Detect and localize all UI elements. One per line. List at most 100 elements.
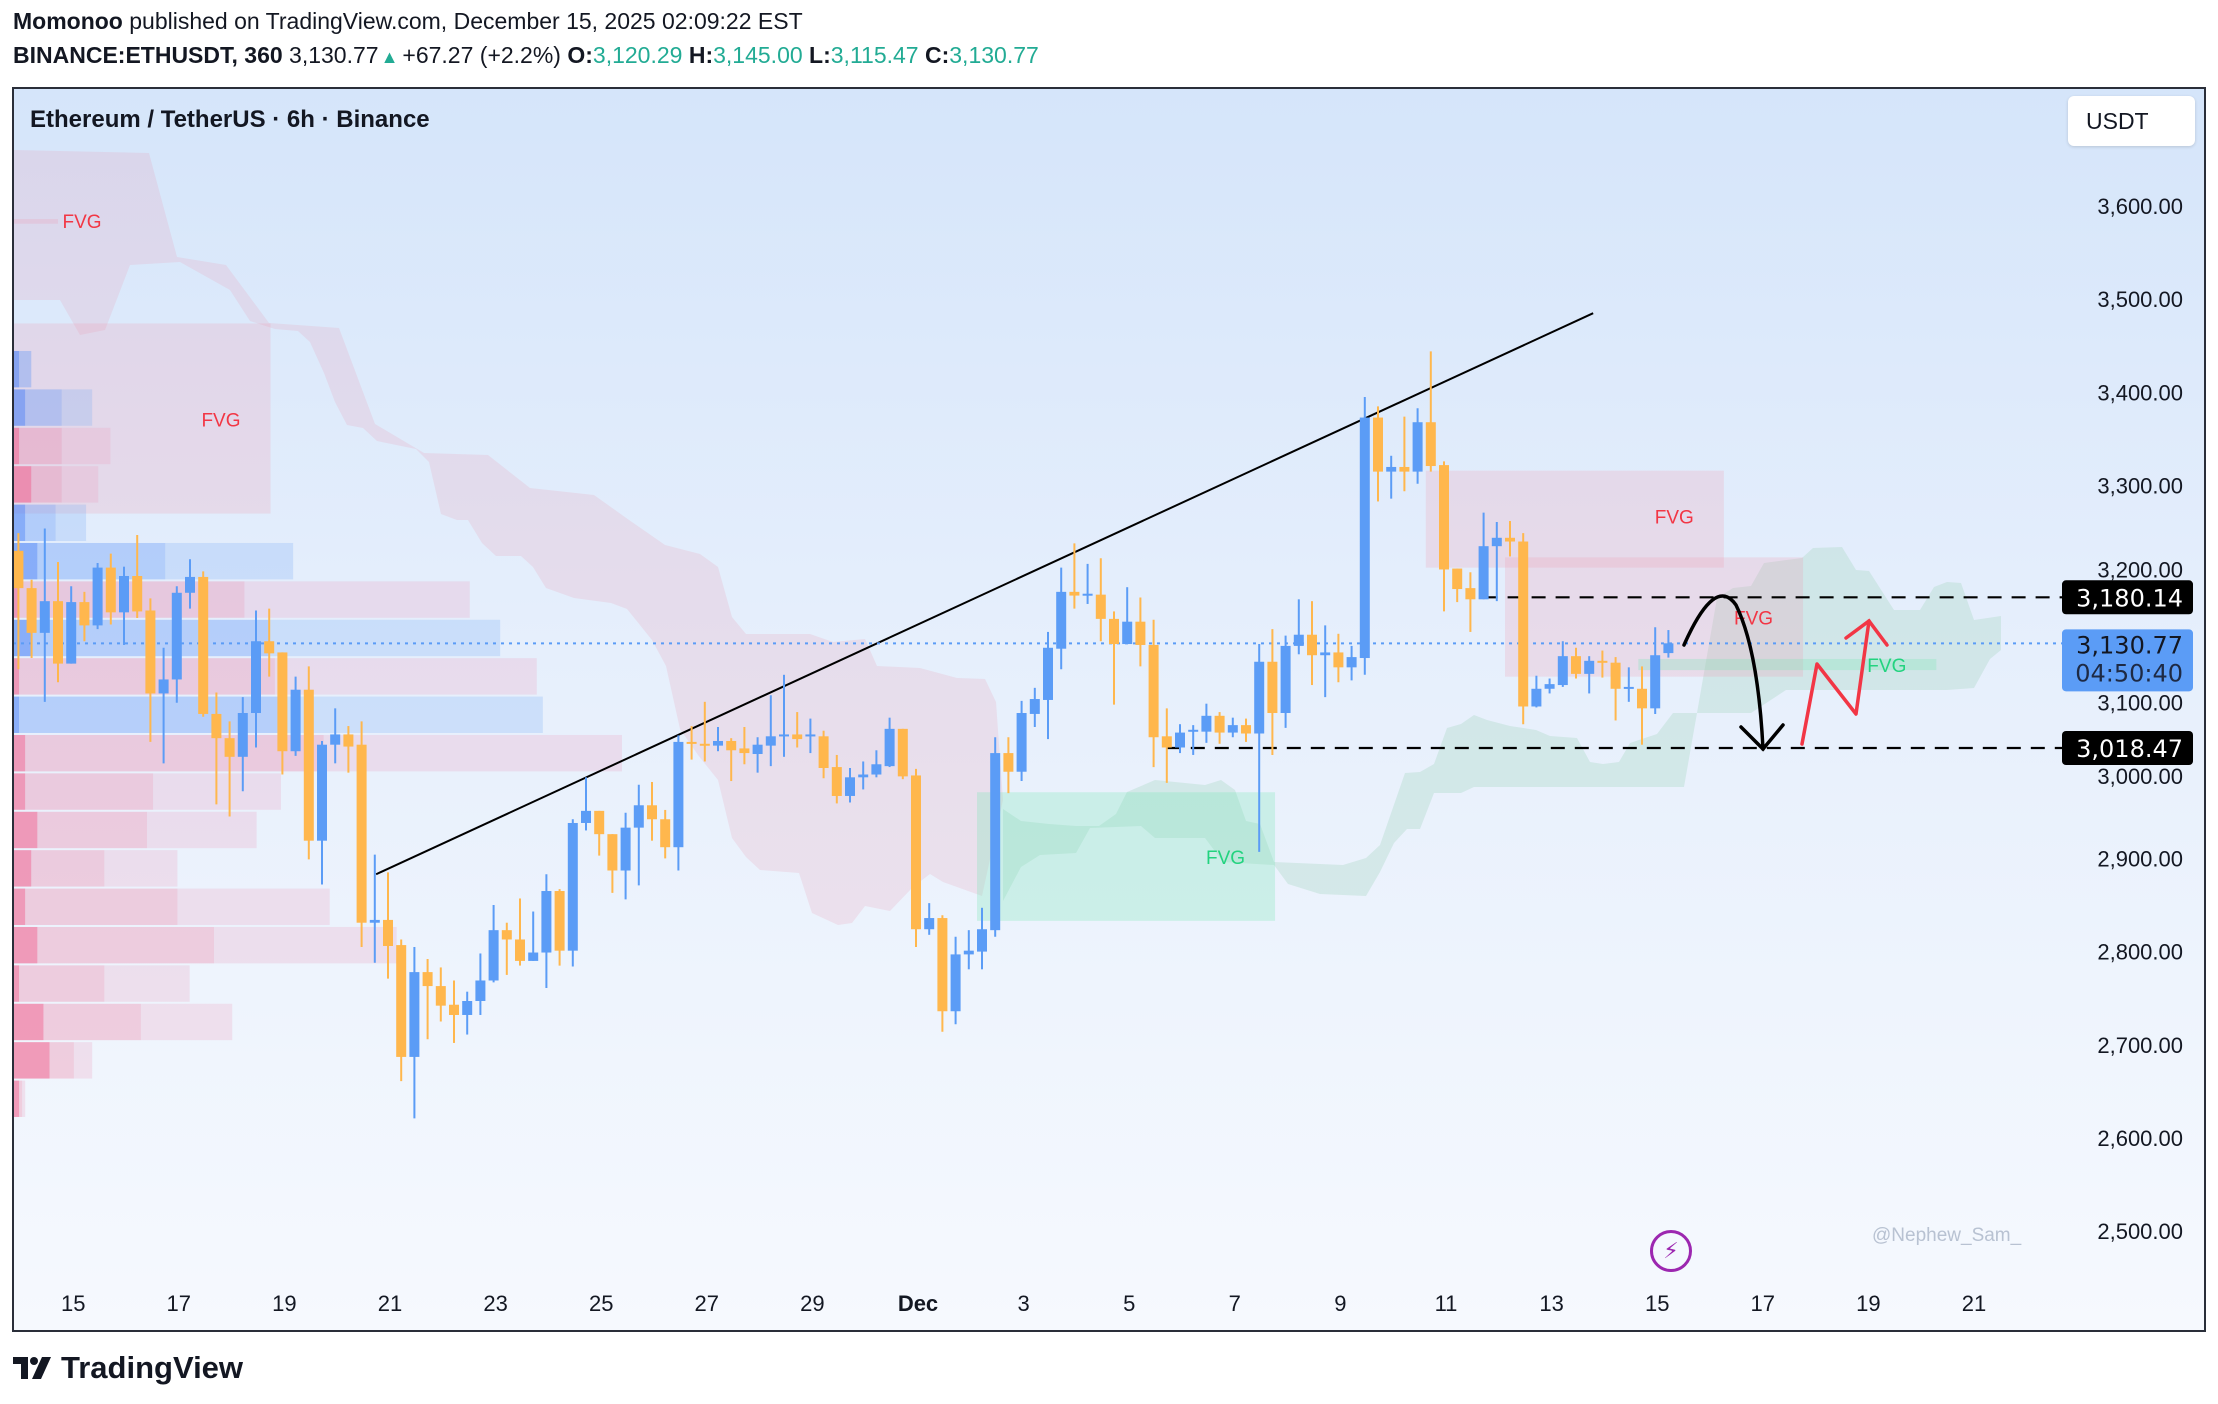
candle[interactable] bbox=[158, 647, 169, 764]
candle[interactable] bbox=[26, 579, 37, 659]
candle[interactable] bbox=[132, 534, 143, 618]
candle[interactable] bbox=[1016, 700, 1027, 782]
candle[interactable] bbox=[554, 889, 565, 966]
candle[interactable] bbox=[1109, 611, 1119, 705]
fvg-zone-bearish[interactable] bbox=[1425, 470, 1724, 568]
candle[interactable] bbox=[66, 586, 77, 664]
candle[interactable] bbox=[1148, 619, 1159, 768]
candle[interactable] bbox=[1043, 631, 1053, 740]
lightning-icon[interactable]: ⚡ bbox=[1650, 1230, 1692, 1272]
candle[interactable] bbox=[264, 608, 275, 677]
candle[interactable] bbox=[792, 712, 803, 748]
candle[interactable] bbox=[449, 980, 459, 1043]
candle[interactable] bbox=[686, 726, 697, 760]
candle[interactable] bbox=[171, 586, 182, 703]
candle[interactable] bbox=[1386, 455, 1397, 499]
candle[interactable] bbox=[317, 740, 327, 885]
candle[interactable] bbox=[1135, 597, 1146, 667]
candle[interactable] bbox=[383, 872, 393, 979]
candle[interactable] bbox=[752, 737, 763, 773]
candle[interactable] bbox=[343, 726, 354, 773]
candle[interactable] bbox=[633, 784, 644, 886]
candle[interactable] bbox=[237, 697, 248, 792]
candle[interactable] bbox=[581, 777, 591, 831]
candle[interactable] bbox=[1571, 647, 1581, 679]
candle[interactable] bbox=[119, 566, 129, 645]
projection-zigzag-arrow[interactable] bbox=[1800, 619, 1871, 746]
candle[interactable] bbox=[1412, 408, 1423, 484]
candle[interactable] bbox=[739, 726, 750, 765]
projection-arc-arrow[interactable] bbox=[1682, 594, 1765, 751]
candle[interactable] bbox=[1095, 558, 1106, 642]
candle[interactable] bbox=[145, 598, 156, 742]
candle[interactable] bbox=[1082, 563, 1093, 604]
candle[interactable] bbox=[660, 809, 671, 859]
candle[interactable] bbox=[620, 812, 631, 900]
candle[interactable] bbox=[277, 652, 288, 775]
candle[interactable] bbox=[224, 721, 235, 817]
trendline[interactable] bbox=[375, 312, 1594, 876]
candle[interactable] bbox=[1214, 712, 1225, 744]
candle[interactable] bbox=[1518, 533, 1529, 725]
candle[interactable] bbox=[1637, 666, 1647, 745]
candle[interactable] bbox=[1544, 678, 1555, 694]
candle[interactable] bbox=[185, 559, 195, 609]
tradingview-logo[interactable]: TradingView bbox=[13, 1350, 243, 1386]
candle[interactable] bbox=[884, 717, 895, 768]
candle[interactable] bbox=[594, 810, 605, 856]
candle[interactable] bbox=[1293, 599, 1304, 655]
candle[interactable] bbox=[1029, 687, 1040, 727]
fvg-zone-bullish[interactable] bbox=[1638, 658, 1937, 671]
candle[interactable] bbox=[1122, 587, 1133, 645]
candle[interactable] bbox=[831, 754, 842, 804]
candle[interactable] bbox=[1227, 717, 1238, 738]
fvg-zone-bullish[interactable] bbox=[977, 792, 1276, 921]
candle[interactable] bbox=[462, 991, 473, 1035]
candle[interactable] bbox=[369, 854, 380, 963]
candle[interactable] bbox=[528, 911, 539, 961]
candle[interactable] bbox=[79, 591, 90, 642]
candle[interactable] bbox=[858, 761, 869, 790]
candle[interactable] bbox=[211, 692, 222, 805]
candle[interactable] bbox=[1478, 512, 1489, 600]
candle[interactable] bbox=[515, 898, 525, 966]
candle[interactable] bbox=[198, 571, 209, 717]
candle[interactable] bbox=[963, 930, 974, 970]
candle[interactable] bbox=[501, 922, 512, 975]
candle[interactable] bbox=[950, 936, 961, 1025]
candle[interactable] bbox=[1584, 656, 1595, 694]
candle[interactable] bbox=[1267, 629, 1278, 755]
candle[interactable] bbox=[1056, 567, 1067, 670]
candle[interactable] bbox=[1003, 737, 1014, 794]
candle[interactable] bbox=[726, 738, 737, 782]
candle[interactable] bbox=[53, 562, 63, 683]
candle[interactable] bbox=[1201, 703, 1212, 743]
candle[interactable] bbox=[475, 953, 486, 1015]
candle[interactable] bbox=[1491, 521, 1502, 602]
candle[interactable] bbox=[1320, 625, 1331, 698]
candle[interactable] bbox=[779, 674, 789, 757]
candle[interactable] bbox=[845, 767, 855, 803]
candle[interactable] bbox=[39, 528, 50, 702]
candle[interactable] bbox=[290, 676, 301, 756]
candle[interactable] bbox=[871, 750, 882, 778]
candle[interactable] bbox=[990, 737, 1001, 937]
candle[interactable] bbox=[1663, 630, 1674, 658]
fvg-zone-bearish[interactable] bbox=[13, 323, 271, 514]
candle[interactable] bbox=[1597, 650, 1608, 678]
candle[interactable] bbox=[1373, 406, 1383, 502]
candle[interactable] bbox=[356, 721, 367, 947]
candle[interactable] bbox=[1452, 568, 1463, 603]
candle[interactable] bbox=[1439, 461, 1449, 612]
candle[interactable] bbox=[1069, 543, 1080, 609]
candle[interactable] bbox=[1346, 645, 1357, 681]
candle[interactable] bbox=[911, 768, 921, 947]
candle[interactable] bbox=[1399, 416, 1410, 492]
candle[interactable] bbox=[567, 819, 578, 967]
candle[interactable] bbox=[13, 533, 24, 670]
candle[interactable] bbox=[818, 730, 829, 779]
candle[interactable] bbox=[1280, 635, 1291, 728]
fvg-zone-bearish[interactable] bbox=[13, 219, 58, 224]
candle[interactable] bbox=[303, 666, 314, 860]
